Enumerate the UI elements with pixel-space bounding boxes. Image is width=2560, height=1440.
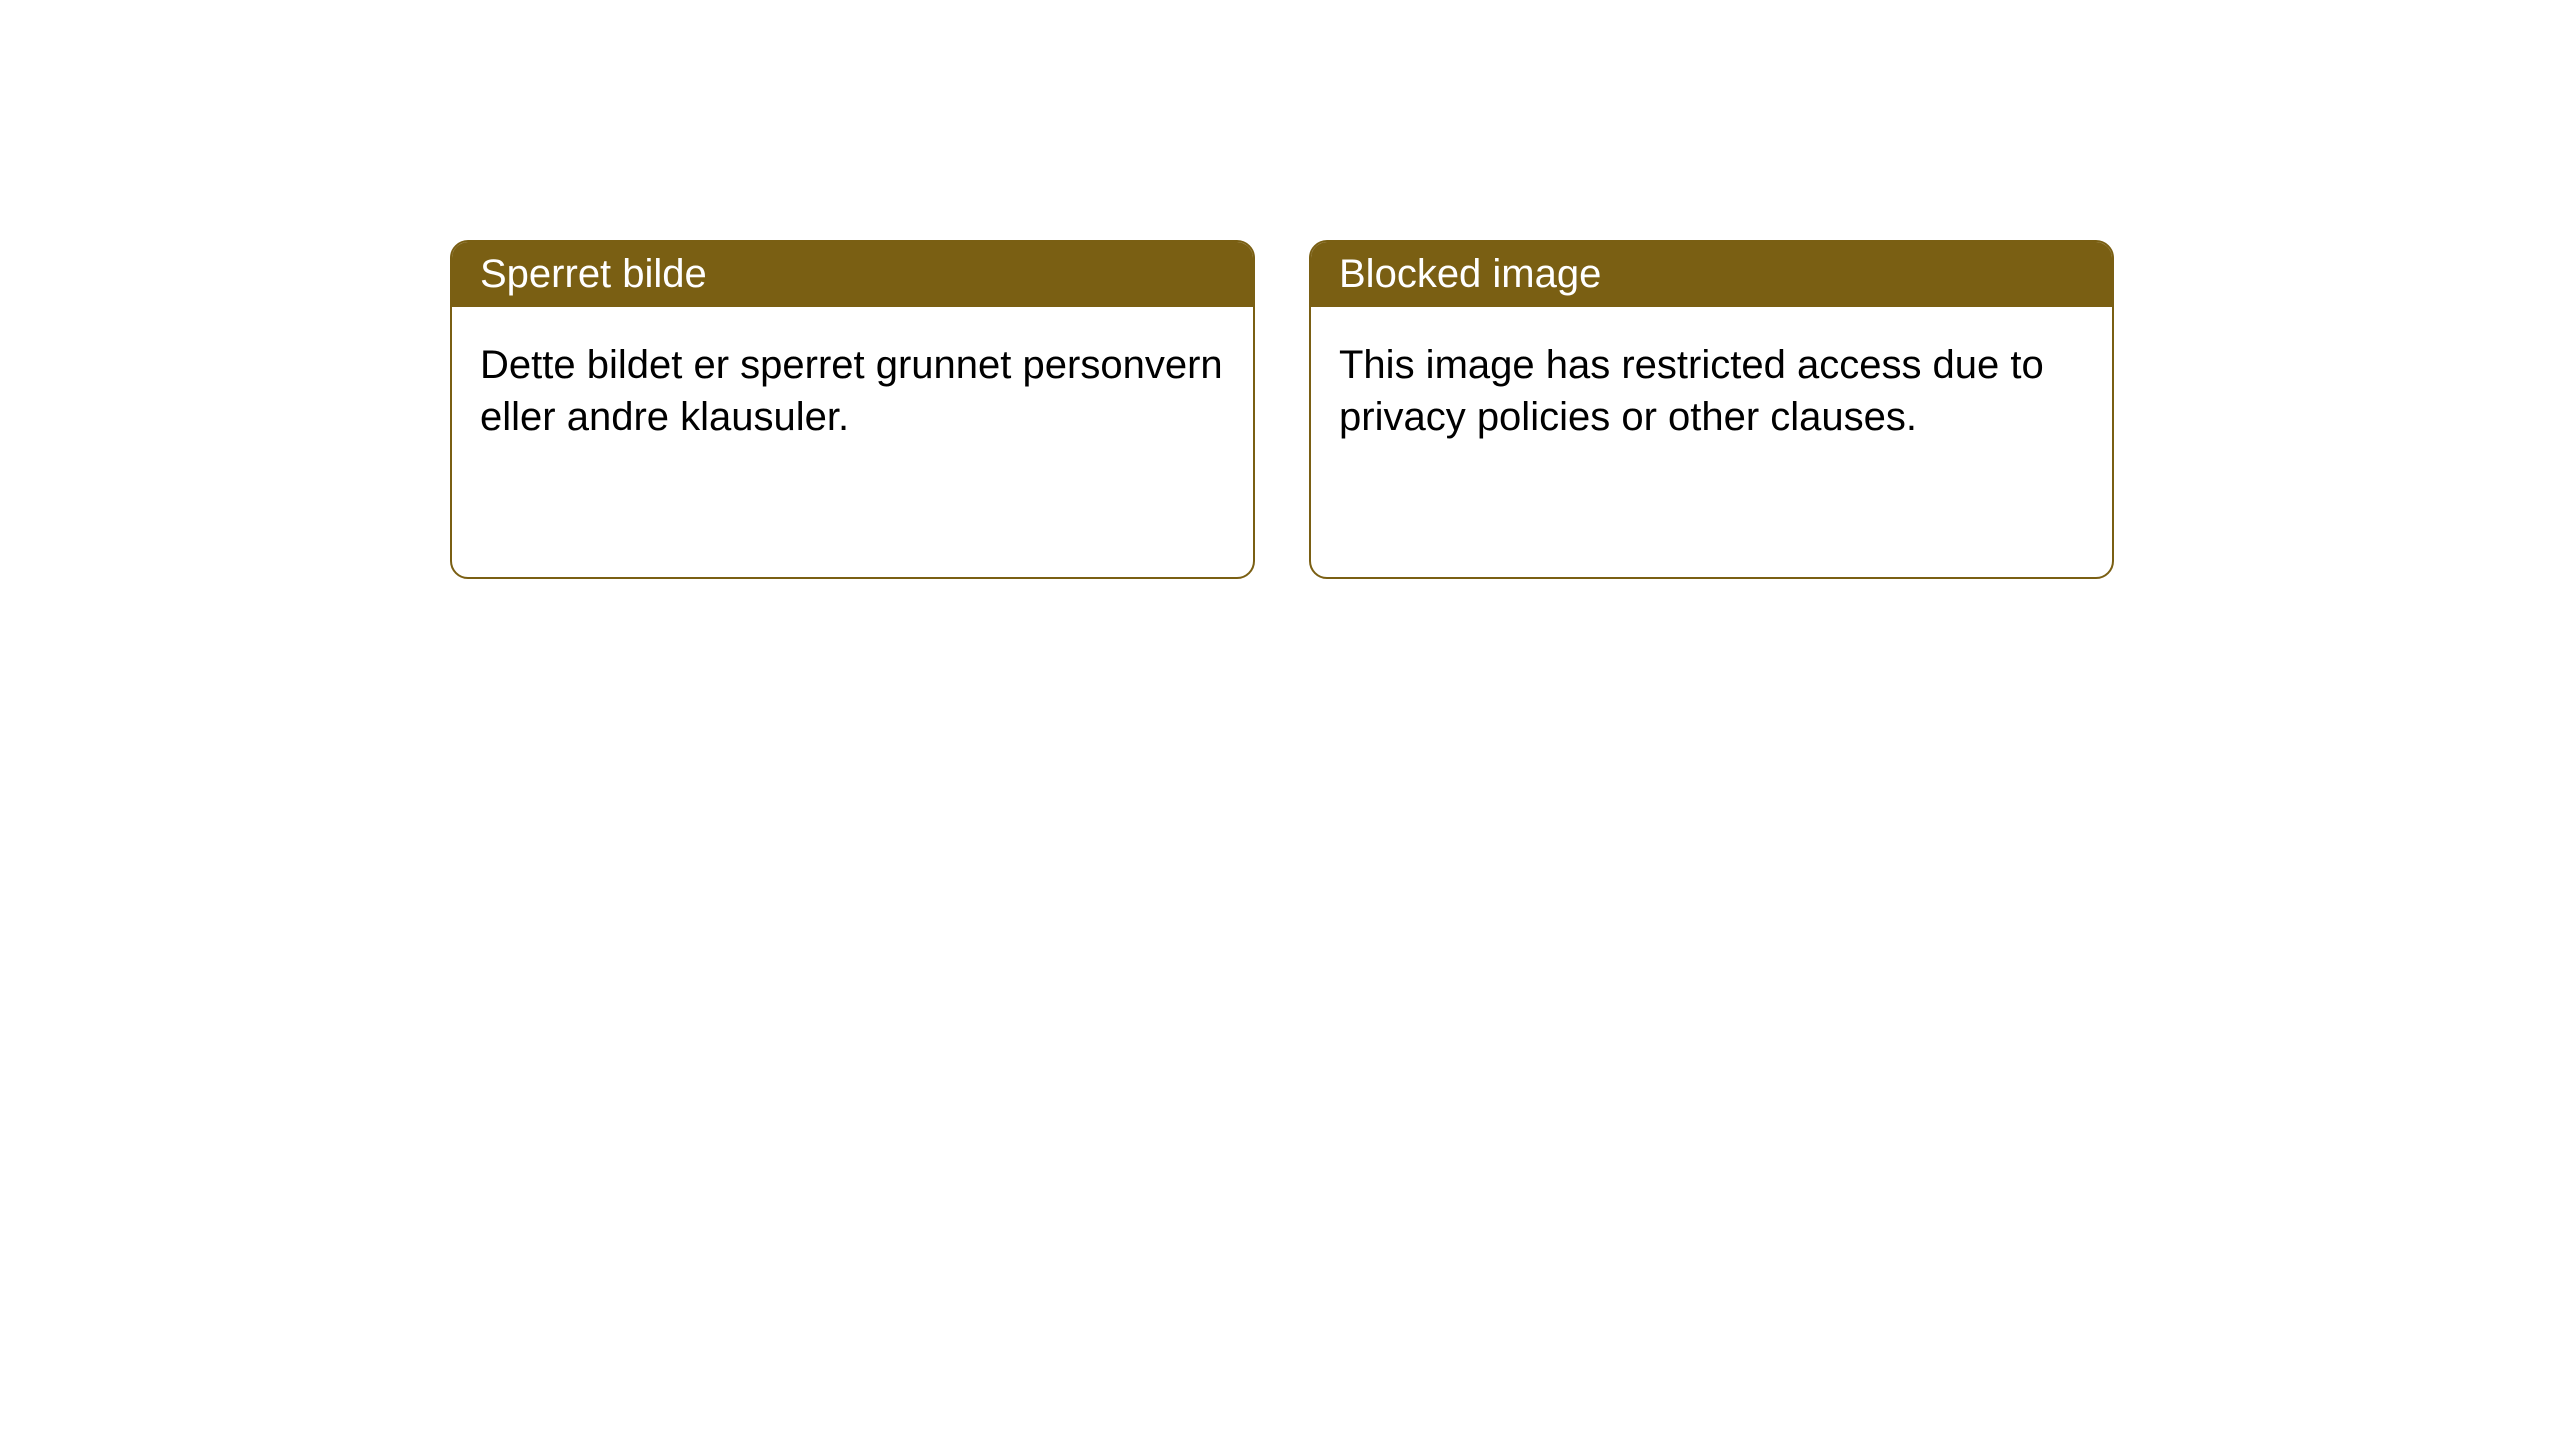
- blocked-image-card-no: Sperret bilde Dette bildet er sperret gr…: [450, 240, 1255, 579]
- notice-container: Sperret bilde Dette bildet er sperret gr…: [0, 0, 2560, 579]
- card-header-no: Sperret bilde: [452, 242, 1253, 307]
- card-header-en: Blocked image: [1311, 242, 2112, 307]
- card-body-no: Dette bildet er sperret grunnet personve…: [452, 307, 1253, 577]
- card-body-en: This image has restricted access due to …: [1311, 307, 2112, 577]
- blocked-image-card-en: Blocked image This image has restricted …: [1309, 240, 2114, 579]
